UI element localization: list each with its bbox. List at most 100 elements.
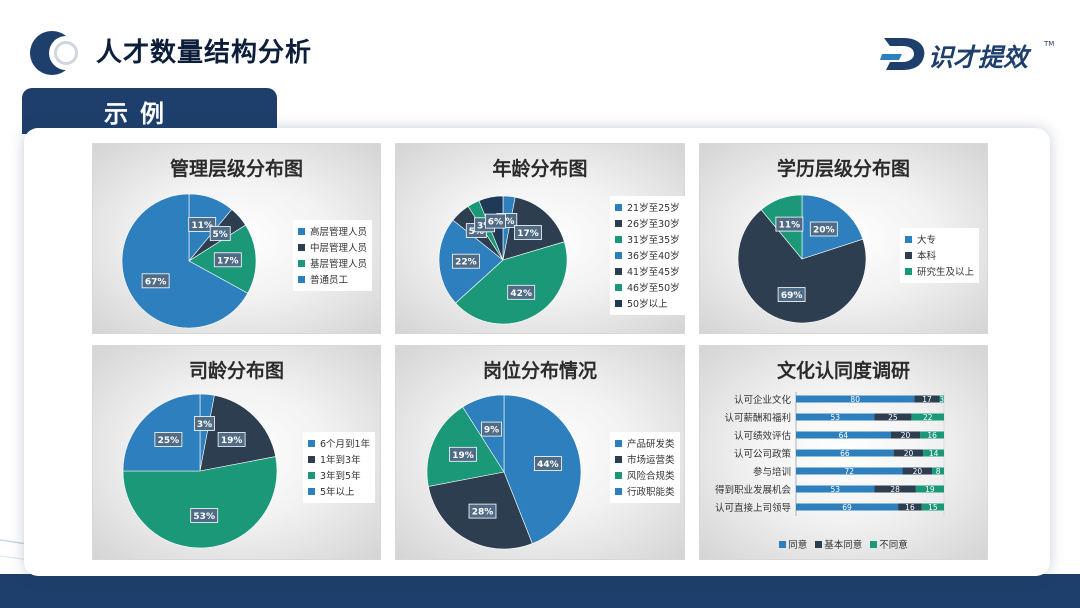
bar-segment (890, 431, 921, 439)
chart-legend: 同意 基本同意 不同意 (700, 536, 987, 552)
bar-segment (796, 413, 875, 421)
legend-item: 市场运营类 (615, 451, 675, 467)
data-label: 67% (145, 277, 167, 287)
legend-label: 1年到3年 (320, 455, 361, 466)
pie-chart-svg: 11%5% 17% 67% (121, 193, 257, 329)
chart-title: 学历层级分布图 (776, 158, 910, 180)
data-label-box (514, 225, 542, 240)
data-label: 44% (537, 460, 559, 470)
data-label-box (452, 253, 480, 269)
bar-value-label: 28 (890, 485, 900, 494)
legend-swatch (298, 275, 305, 283)
footer-band (0, 574, 1080, 608)
legend-label: 普通员工 (310, 275, 349, 286)
bar-segment (932, 467, 944, 475)
legend-swatch (870, 540, 878, 548)
legend-label: 市场运营类 (627, 455, 675, 466)
pie-slice (737, 209, 867, 324)
legend-swatch (905, 235, 912, 243)
bar-value-label: 20 (904, 449, 914, 458)
legend-item: 大专 (905, 231, 974, 247)
category-label: 认可公司政策 (734, 448, 792, 460)
bar-segment (939, 395, 944, 403)
legend-label: 同意 (788, 540, 808, 551)
chart-title: 司龄分布图 (188, 360, 284, 382)
bar-value-label: 53 (830, 485, 840, 494)
bar-segment (921, 503, 944, 511)
chart-title: 文化认同度调研 (776, 360, 910, 382)
data-label: 17% (217, 256, 239, 266)
legend-label: 产品研发类 (627, 439, 675, 450)
legend-label: 高层管理人员 (310, 227, 368, 238)
pie-chart-svg: 3% 19% 53% 25% (122, 393, 278, 549)
legend-item: 36岁至40岁 (615, 247, 680, 263)
legend-item: 基层管理人员 (298, 255, 367, 271)
data-label-box (190, 508, 219, 523)
bar-segment (902, 467, 933, 475)
legend-label: 31岁至35岁 (627, 235, 680, 246)
legend-label: 36岁至40岁 (627, 251, 680, 262)
brand-trademark: TM (1044, 40, 1055, 48)
bar-value-label: 20 (901, 431, 911, 440)
legend-label: 46岁至50岁 (627, 283, 680, 294)
bar-value-label: 25 (888, 413, 898, 422)
legend-item: 41岁至45岁 (615, 263, 680, 279)
legend-swatch (615, 267, 622, 275)
data-label: 3% (499, 217, 514, 227)
legend-label: 风险合规类 (627, 471, 675, 482)
legend-label: 6个月到1年 (320, 439, 371, 450)
legend-item: 研究生及以上 (905, 263, 974, 279)
data-label: 28% (472, 508, 494, 518)
bar-value-label: 53 (830, 413, 840, 422)
legend-swatch (615, 251, 622, 259)
legend-swatch (615, 439, 622, 447)
bar-segment (911, 413, 944, 421)
legend-label: 基层管理人员 (310, 259, 368, 270)
pie-chart-svg: 44% 28% 19% 9% (426, 394, 582, 550)
bar-value-label: 3 (939, 395, 944, 404)
category-label: 参与培训 (753, 466, 791, 478)
bar-value-label: 20 (913, 467, 923, 476)
legend-swatch (615, 283, 622, 291)
data-label-box (481, 421, 502, 437)
bar-segment (893, 449, 924, 457)
bar-segment (874, 485, 916, 493)
data-label: 20% (813, 226, 835, 236)
brand-name: 识才提效 (928, 43, 1029, 72)
bar-value-label: 15 (928, 503, 938, 512)
bar-segment (874, 413, 912, 421)
legend-item: 产品研发类 (615, 435, 675, 451)
bar-value-label: 22 (923, 413, 933, 422)
data-label-box (154, 432, 183, 447)
data-label-box (777, 287, 806, 303)
legend-swatch (615, 203, 622, 211)
legend-item: 高层管理人员 (298, 223, 367, 239)
example-label: 示例 (104, 100, 176, 128)
legend-swatch (615, 235, 622, 243)
legend-item: 普通员工 (298, 271, 367, 287)
legend-label: 行政职能类 (627, 487, 675, 498)
legend-swatch (905, 251, 912, 259)
data-label: 11% (191, 221, 213, 231)
page-title: 人才数量结构分析 (96, 38, 313, 68)
legend-swatch (308, 471, 315, 479)
legend-swatch (308, 439, 315, 447)
pie-slice (122, 456, 278, 549)
data-label: 11% (779, 221, 801, 231)
chart-card-tenure: 司龄分布图 3% 19% 53% 25% 6个月到1年 1年到3年 3年到5年 5年以上 (92, 345, 381, 560)
pie-slice (426, 406, 505, 487)
legend-item: 5年以上 (308, 483, 370, 499)
legend-swatch (298, 259, 305, 267)
legend-label: 基本同意 (824, 540, 863, 551)
data-label: 69% (781, 291, 803, 301)
data-label-box (533, 456, 562, 471)
legend-swatch (308, 487, 315, 495)
legend-label: 不同意 (879, 540, 908, 551)
legend-label: 26岁至30岁 (627, 219, 680, 230)
data-label: 19% (221, 436, 243, 446)
legend-swatch (308, 455, 315, 463)
bar-value-label: 69 (842, 503, 852, 512)
legend-swatch (815, 540, 823, 548)
legend-swatch (615, 455, 622, 463)
data-label-box (449, 446, 477, 462)
